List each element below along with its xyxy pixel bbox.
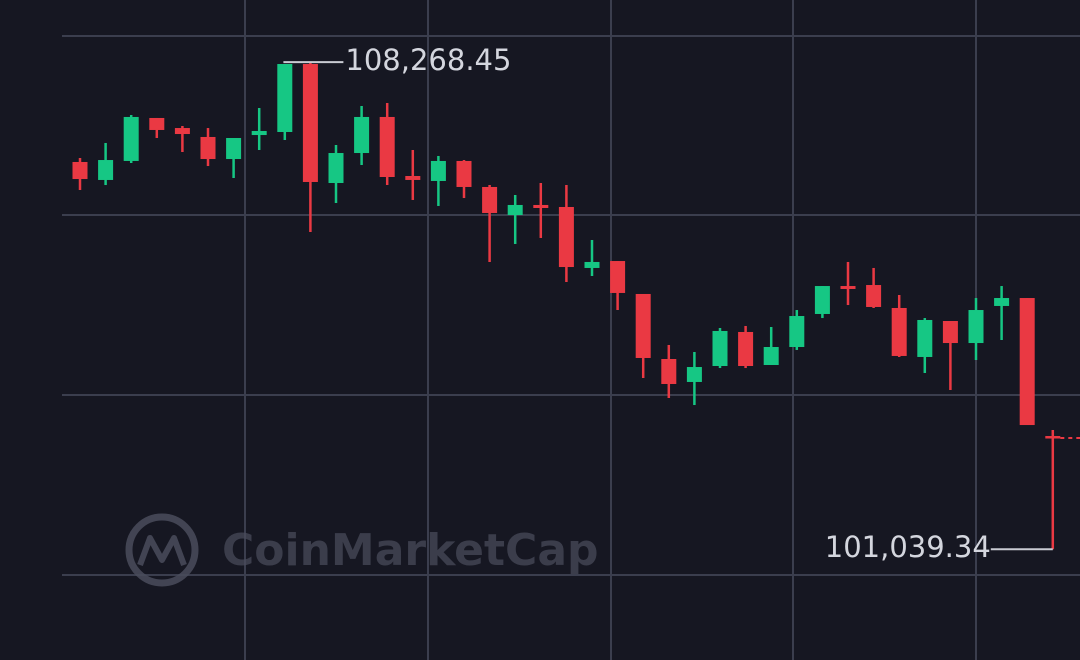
candle-body — [686, 367, 702, 382]
candle-body — [610, 261, 626, 293]
watermark: CoinMarketCap — [125, 513, 599, 587]
annotation-label: 108,268.45 — [345, 43, 511, 77]
candle-body — [405, 175, 421, 180]
candle-body — [738, 331, 754, 367]
watermark-logo — [125, 513, 199, 587]
candle-body — [866, 285, 882, 307]
candle-body — [251, 130, 267, 136]
candle-body — [200, 136, 216, 160]
candle-body — [1019, 298, 1035, 426]
candle-body — [226, 137, 242, 160]
candle-body — [72, 161, 88, 180]
candle-body — [354, 116, 370, 154]
candle-body — [968, 310, 984, 344]
candle-body — [635, 293, 651, 358]
candle-body — [994, 298, 1010, 306]
candle-body — [174, 128, 190, 135]
candle-body — [1045, 436, 1061, 439]
candle-body — [507, 204, 523, 216]
candles — [72, 62, 1061, 550]
candle-body — [456, 160, 472, 187]
candle-body — [328, 153, 344, 184]
candle-body — [98, 160, 114, 180]
candle-body — [661, 358, 677, 384]
candle-body — [814, 286, 830, 314]
candle-body — [558, 206, 574, 268]
watermark-logo — [137, 535, 187, 567]
candle-body — [123, 116, 139, 161]
candle-body — [917, 319, 933, 357]
candle-body — [942, 320, 958, 344]
candle-body — [277, 64, 293, 132]
candle-body — [302, 64, 318, 182]
candle-body — [840, 286, 856, 289]
candle-body — [712, 330, 728, 367]
candle-body — [533, 204, 549, 209]
candle-body — [763, 347, 779, 365]
candle-body — [584, 261, 600, 268]
watermark-text: CoinMarketCap — [222, 525, 599, 576]
candle-body — [430, 160, 446, 181]
candle-body — [379, 116, 395, 178]
candle-body — [789, 316, 805, 348]
candle-body — [482, 186, 498, 213]
candle-body — [149, 117, 165, 130]
candle-body — [891, 307, 907, 356]
annotation-label: 101,039.34 — [825, 530, 991, 564]
